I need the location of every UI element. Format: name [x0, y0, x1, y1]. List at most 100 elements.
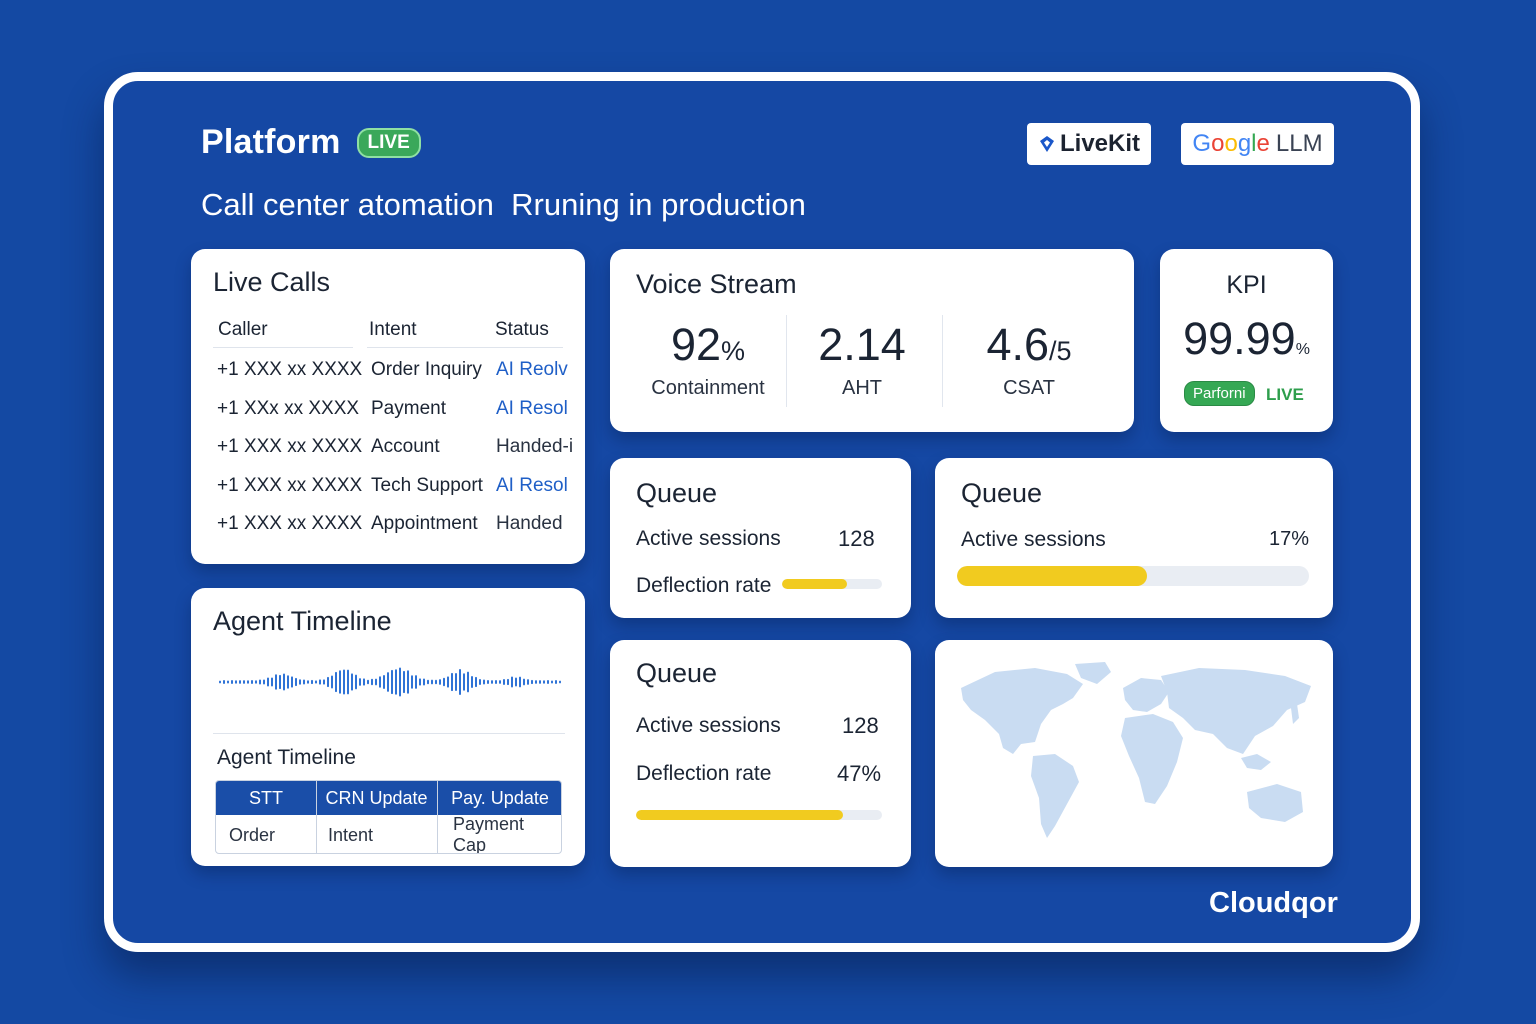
deflection-rate-value: 47% — [837, 761, 882, 786]
australia-shape — [1247, 784, 1303, 822]
waveform-bar — [475, 676, 477, 688]
waveform-bar — [375, 678, 377, 686]
waveform-bar — [463, 673, 465, 691]
caller-cell: +1 XXX xx XXXX — [217, 359, 363, 380]
waveform-bar — [539, 680, 541, 684]
waveform-bar — [391, 669, 393, 695]
waveform-bar — [371, 678, 373, 686]
queue-title: Queue — [961, 478, 1043, 508]
agent-timeline-title: Agent Timeline — [213, 606, 392, 636]
queue-card: Queue Active sessions 17% — [935, 458, 1333, 618]
waveform-bar — [307, 680, 309, 684]
metric-value: 4.6/5 — [986, 319, 1072, 370]
waveform-bar — [295, 677, 297, 687]
page-title: Platform — [201, 123, 341, 161]
waveform-bar — [239, 680, 241, 684]
waveform-bar — [491, 680, 493, 684]
column-separator — [316, 781, 317, 853]
metric-value: 92% — [670, 319, 746, 370]
table-row[interactable]: +1 XXX xx XXXX Order Inquiry AI Reolv — [191, 359, 585, 397]
queue-title: Queue — [636, 478, 718, 508]
timeline-header-stt: STT — [216, 781, 316, 815]
waveform-bar — [335, 671, 337, 693]
metric-label: CSAT — [1003, 377, 1055, 399]
waveform-bar — [323, 679, 325, 685]
waveform-bar — [547, 680, 549, 684]
japan-shape — [1291, 704, 1299, 724]
footer-brand-logo: Cloudqor — [1209, 887, 1338, 919]
deflection-rate-label: Deflection rate — [636, 762, 772, 785]
voice-stream-title: Voice Stream — [636, 269, 797, 299]
waveform-bar — [451, 672, 453, 692]
caller-cell: +1 XXX xx XXXX — [217, 474, 363, 496]
waveform-bar — [495, 679, 497, 685]
caller-cell: +1 XXx xx XXXX — [217, 397, 360, 419]
waveform-bar — [287, 675, 289, 689]
waveform-bar — [531, 679, 533, 685]
queue-title: Queue — [636, 658, 718, 688]
livekit-label: LiveKit — [1059, 130, 1140, 157]
waveform-bar — [259, 679, 261, 685]
waveform-bar — [551, 680, 553, 684]
waveform-bar — [339, 670, 341, 694]
africa-shape — [1121, 714, 1183, 804]
waveform-bar — [219, 680, 221, 684]
waveform-bar — [519, 676, 521, 688]
waveform-bar — [283, 673, 285, 691]
deflection-rate-bar — [636, 810, 882, 820]
live-badge: LIVE — [356, 127, 421, 158]
waveform-bar — [503, 678, 505, 686]
deflection-rate-fill — [636, 810, 843, 820]
waveform-bar — [343, 669, 345, 695]
waveform-bar — [427, 679, 429, 685]
waveform-bar — [535, 680, 537, 684]
waveform-bar — [291, 676, 293, 688]
waveform-bar — [423, 678, 425, 686]
waveform-bar — [351, 673, 353, 691]
table-row[interactable]: +1 XXX xx XXXX Appointment Handed — [191, 513, 585, 551]
kpi-live-label: LIVE — [1266, 385, 1304, 404]
waveform-bar — [483, 679, 485, 685]
waveform-bar — [447, 676, 449, 688]
waveform-bar — [267, 677, 269, 687]
dashboard-frame: Platform LIVE Call center atomation Rrun… — [104, 72, 1420, 952]
header-divider — [367, 347, 563, 348]
waveform-bar — [443, 677, 445, 687]
livekit-logo-icon — [1039, 136, 1054, 152]
google-llm-badge: Google LLM — [1181, 123, 1334, 165]
waveform-bar — [235, 680, 237, 684]
column-separator — [437, 781, 438, 853]
metric-label: AHT — [842, 377, 882, 399]
north-america-shape — [961, 668, 1083, 754]
waveform-bar — [299, 679, 301, 685]
kpi-value: 99.99% — [1183, 313, 1310, 364]
waveform-bar — [271, 677, 273, 687]
timeline-cell: Payment Cap — [453, 814, 525, 854]
agent-timeline-card: Agent Timeline Agent Timeline STT CRN Up… — [191, 588, 585, 866]
table-row[interactable]: +1 XXX xx XXXX Tech Support AI Resol — [191, 475, 585, 513]
waveform-bar — [319, 679, 321, 685]
aht-metric: 2.14 AHT — [792, 319, 932, 400]
timeline-header-crn-update: CRN Update — [316, 781, 437, 815]
waveform-bar — [263, 679, 265, 685]
waveform-bar — [399, 667, 401, 697]
metric-separator — [786, 315, 787, 407]
status-cell: Handed-i — [496, 436, 574, 457]
intent-cell: Tech Support — [371, 474, 483, 496]
table-row[interactable]: +1 XXx xx XXXX Payment AI Resol — [191, 398, 585, 436]
live-calls-card: Live Calls Caller Intent Status +1 XXX x… — [191, 249, 585, 564]
table-row[interactable]: +1 XXX xx XXXX Account Handed-i — [191, 436, 585, 474]
waveform-bar — [555, 680, 557, 684]
waveform-bar — [455, 672, 457, 692]
column-header-status: Status — [495, 319, 549, 340]
caller-cell: +1 XXX xx XXXX — [217, 513, 363, 534]
waveform-bar — [431, 679, 433, 685]
metric-label: Containment — [651, 377, 765, 399]
world-map-card — [935, 640, 1333, 867]
header: Platform LIVE — [201, 123, 421, 162]
kpi-status-pill: Parforni — [1184, 381, 1255, 406]
waveform-bar — [311, 679, 313, 685]
waveform-bar — [527, 679, 529, 685]
waveform-bar — [387, 672, 389, 692]
waveform-bar — [363, 678, 365, 686]
